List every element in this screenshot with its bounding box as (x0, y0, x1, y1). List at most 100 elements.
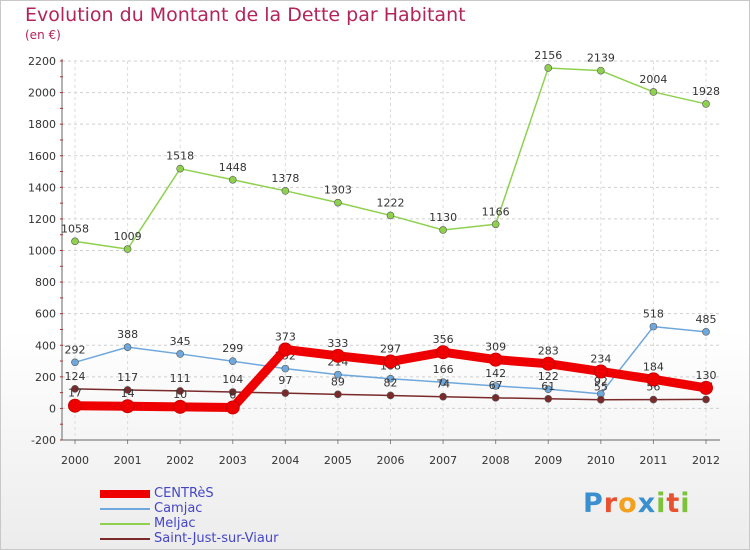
x-tick-label: 2002 (166, 454, 194, 467)
data-point (491, 394, 500, 402)
data-point (228, 388, 237, 396)
data-label: 1448 (219, 161, 247, 174)
data-label: 117 (117, 371, 138, 384)
data-label: 10 (173, 388, 187, 401)
data-point (228, 175, 237, 184)
data-point (281, 389, 290, 397)
y-tick-label: 200 (35, 371, 56, 384)
data-point (71, 237, 79, 246)
data-label: 1928 (692, 85, 720, 98)
data-label: 2004 (639, 73, 667, 86)
data-label: 124 (65, 370, 86, 383)
data-label: 485 (696, 313, 717, 326)
data-label: 111 (170, 372, 191, 385)
data-point (646, 372, 661, 387)
chart-legend: CENTRèS Camjac Meljac Saint-Just-sur-Viaur (100, 486, 278, 546)
data-point (334, 198, 342, 207)
data-point (439, 392, 447, 401)
legend-label: CENTRèS (154, 486, 214, 501)
data-point (281, 187, 290, 195)
y-tick-label: 2200 (28, 55, 56, 68)
data-point (544, 64, 553, 72)
legend-item: Saint-Just-sur-Viaur (100, 531, 278, 546)
data-point (71, 358, 79, 367)
data-point (176, 387, 184, 395)
data-label: 122 (538, 370, 559, 383)
data-label: 388 (117, 328, 138, 341)
data-label: 283 (538, 345, 559, 358)
data-point (649, 395, 658, 404)
data-label: 67 (489, 379, 503, 392)
y-tick-label: 800 (35, 276, 56, 289)
data-point (386, 374, 395, 383)
logo-letter: i (680, 488, 691, 519)
data-label: 373 (275, 331, 296, 344)
data-point (228, 357, 237, 365)
data-label: 55 (594, 381, 608, 394)
data-point (436, 345, 451, 360)
x-tick-label: 2003 (219, 454, 247, 467)
data-point (593, 364, 608, 379)
data-point (383, 354, 398, 369)
data-label: 1378 (271, 172, 299, 185)
data-point (491, 382, 500, 390)
logo-letter: x (637, 488, 657, 519)
y-tick-label: 1400 (28, 181, 56, 194)
legend-label: Camjac (154, 501, 203, 516)
x-tick-label: 2000 (61, 454, 89, 467)
data-label: 92 (594, 375, 608, 388)
chart-title: Evolution du Montant de la Dette par Hab… (25, 4, 466, 26)
data-point (278, 342, 293, 357)
data-point (541, 356, 556, 371)
x-tick-label: 2005 (324, 454, 352, 467)
data-label: 297 (380, 343, 401, 356)
x-tick-label: 2012 (692, 454, 720, 467)
logo-letter: o (618, 488, 638, 519)
data-point (386, 391, 395, 400)
legend-swatch (100, 489, 150, 498)
data-label: 1222 (377, 196, 405, 209)
data-point (597, 66, 605, 75)
logo-letter: i (656, 488, 667, 519)
x-tick-label: 2001 (114, 454, 142, 467)
chart-subtitle: (en €) (25, 28, 61, 42)
data-label: 345 (170, 335, 191, 348)
data-point (123, 245, 132, 253)
data-label: 130 (696, 369, 717, 382)
data-label: 61 (541, 380, 555, 393)
data-label: 74 (436, 378, 450, 391)
legend-label: Meljac (154, 516, 196, 531)
y-tick-label: 2000 (28, 87, 56, 100)
data-label: 1009 (114, 230, 142, 243)
x-tick-label: 2007 (429, 454, 457, 467)
data-point (386, 211, 395, 220)
y-tick-label: 400 (35, 339, 56, 352)
y-tick-label: 0 (49, 402, 56, 415)
data-label: 14 (121, 387, 135, 400)
logo-letter: t (666, 488, 681, 519)
y-tick-label: 1800 (28, 118, 56, 131)
data-point (439, 378, 447, 387)
data-label: 142 (485, 367, 506, 380)
data-point (123, 343, 132, 351)
data-label: 2139 (587, 52, 615, 65)
data-point (699, 380, 713, 395)
data-point (702, 328, 710, 336)
legend-item: CENTRèS (100, 486, 278, 501)
y-tick-label: -200 (31, 434, 56, 447)
y-tick-label: 1600 (28, 150, 56, 163)
proxiti-logo: Proxiti (583, 488, 691, 519)
data-point (225, 400, 240, 415)
data-point (649, 88, 658, 96)
y-tick-label: 600 (35, 308, 56, 321)
logo-letter: r (603, 488, 619, 519)
data-label: 2156 (534, 49, 562, 62)
data-point (120, 399, 135, 414)
logo-letter: P (583, 488, 604, 519)
x-tick-label: 2004 (271, 454, 299, 467)
data-point (649, 322, 658, 331)
y-tick-label: 1000 (28, 245, 56, 258)
y-tick-label: 1200 (28, 213, 56, 226)
